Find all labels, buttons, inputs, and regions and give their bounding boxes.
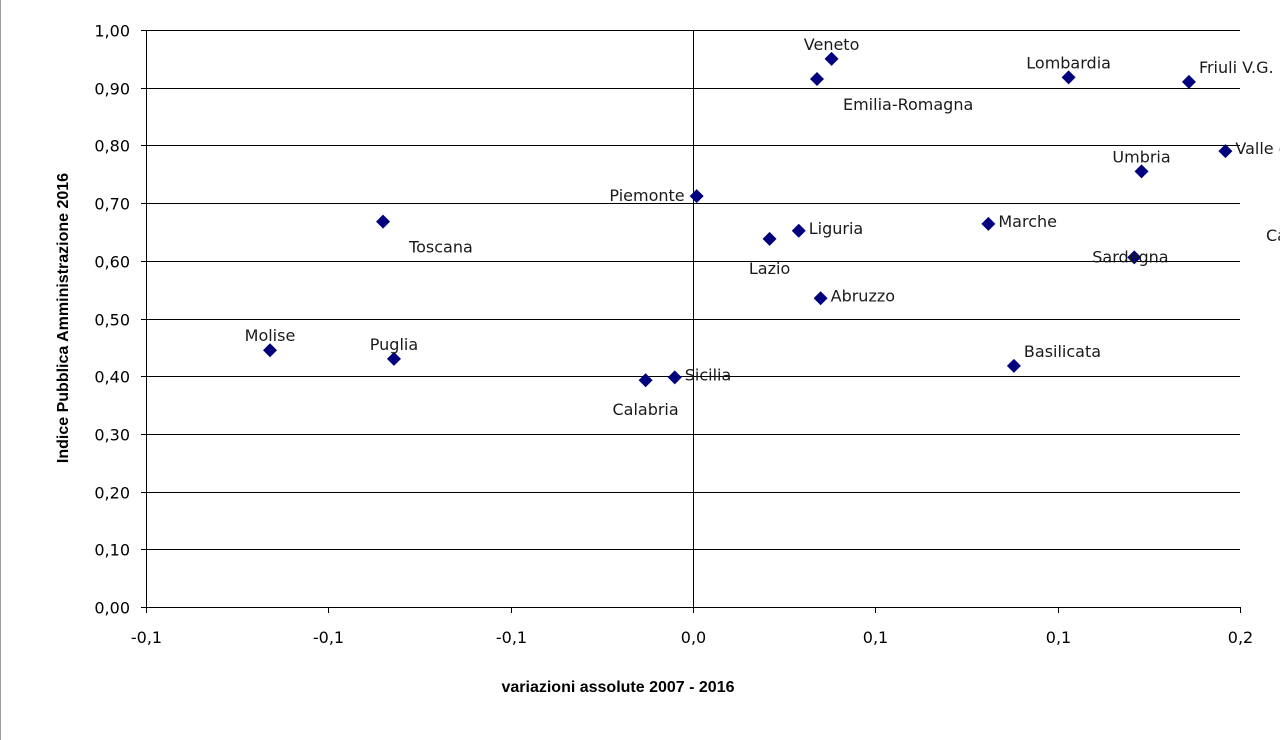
point-label: Emilia-Romagna — [843, 95, 973, 114]
data-point — [689, 189, 704, 204]
point-label: Lombardia — [1026, 53, 1111, 72]
data-point — [791, 223, 806, 238]
point-label: Lazio — [749, 259, 790, 278]
data-point — [1218, 144, 1233, 159]
x-tick-label: -0,1 — [313, 628, 344, 647]
data-point — [386, 351, 401, 366]
y-tick-label: 0,40 — [94, 368, 130, 387]
data-point — [824, 51, 839, 66]
point-label: Abruzzo — [831, 286, 895, 305]
point-label: Toscana — [408, 238, 473, 257]
x-tick-label: -0,1 — [131, 628, 162, 647]
point-label: Campania — [1266, 226, 1280, 245]
data-points — [262, 51, 1233, 388]
point-label: Friuli V.G. — [1199, 58, 1274, 77]
y-tick-label: 0,70 — [94, 195, 130, 214]
y-tick-label: 0,20 — [94, 484, 130, 503]
data-point — [1006, 358, 1021, 373]
data-point — [809, 72, 824, 87]
point-label: Molise — [245, 326, 296, 345]
point-label: Liguria — [809, 219, 863, 238]
point-label: Umbria — [1112, 147, 1170, 166]
x-tick-label: 0,2 — [1228, 628, 1253, 647]
point-label: Veneto — [804, 35, 860, 54]
point-label: Piemonte — [609, 186, 684, 205]
point-label: Sardegna — [1092, 247, 1168, 266]
point-label: Marche — [998, 212, 1057, 231]
data-point — [376, 214, 391, 229]
y-axis-title: Indice Pubblica Amministrazione 2016 — [55, 173, 72, 463]
point-label: Sicilia — [685, 365, 732, 384]
x-tick-label: 0,1 — [1046, 628, 1071, 647]
data-point — [1181, 74, 1196, 89]
x-tick-label: 0,0 — [681, 628, 706, 647]
y-tick-label: 0,80 — [94, 137, 130, 156]
point-label: Basilicata — [1024, 342, 1101, 361]
point-labels: Veneto Emilia-Romagna Lombardia Friuli V.G.… — [245, 35, 1280, 419]
point-label: Calabria — [612, 400, 678, 419]
data-point — [762, 231, 777, 246]
y-tick-label: 0,00 — [94, 599, 130, 618]
tick-labels: 0,00 0,10 0,20 0,30 0,40 0,50 0,60 0,70 0,80 0,90… — [94, 22, 1253, 648]
point-label: Puglia — [370, 335, 418, 354]
x-axis-title: variazioni assolute 2007 - 2016 — [501, 679, 734, 696]
y-tick-label: 0,10 — [94, 541, 130, 560]
point-label: Valle d'Aosta — [1235, 139, 1280, 158]
data-point — [638, 373, 653, 388]
data-point — [813, 291, 828, 306]
data-point — [1061, 70, 1076, 85]
y-tick-label: 0,90 — [94, 80, 130, 99]
axes — [141, 30, 1241, 613]
y-tick-label: 0,50 — [94, 311, 130, 330]
y-tick-label: 1,00 — [94, 22, 130, 41]
data-point — [1134, 164, 1149, 179]
data-point — [981, 216, 996, 231]
x-tick-label: 0,1 — [863, 628, 888, 647]
data-point — [667, 370, 682, 385]
y-tick-label: 0,60 — [94, 253, 130, 272]
y-tick-label: 0,30 — [94, 426, 130, 445]
x-tick-label: -0,1 — [496, 628, 527, 647]
data-point — [1127, 250, 1142, 265]
data-point — [262, 343, 277, 358]
